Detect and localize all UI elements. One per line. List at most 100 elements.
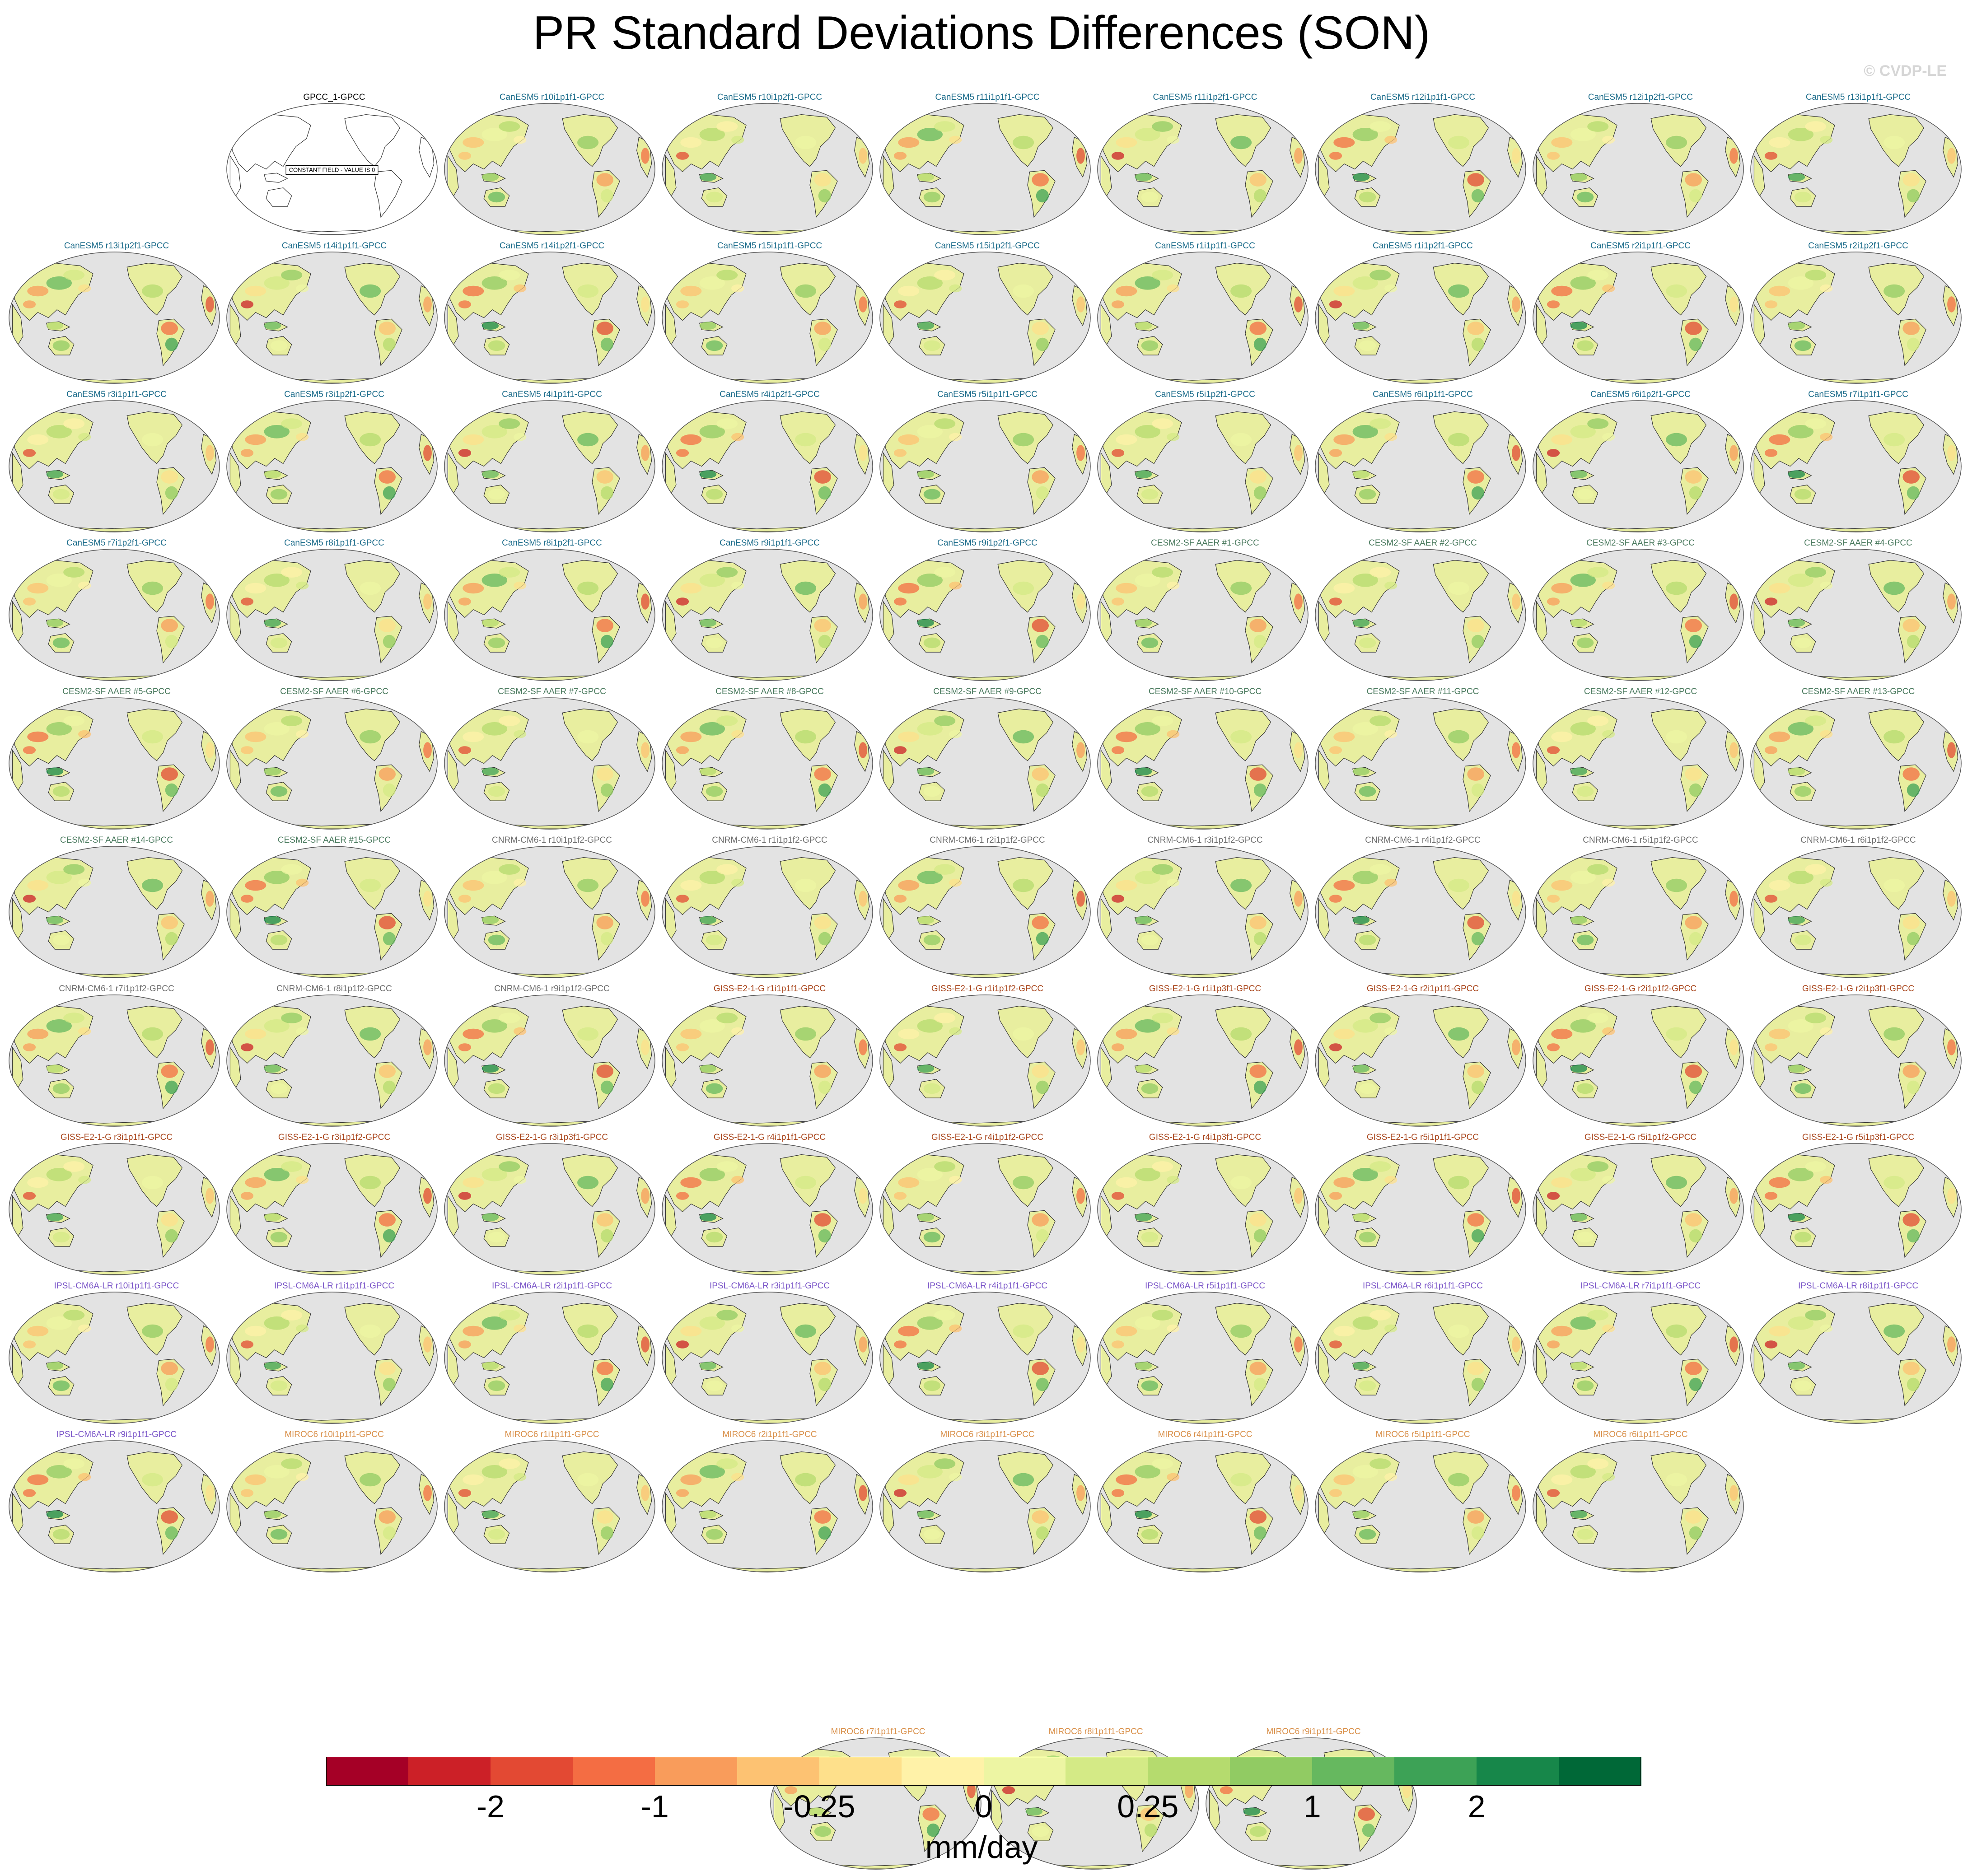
colorbar-tick-label: -1	[640, 1789, 669, 1824]
anomaly-patch	[264, 1510, 281, 1518]
anomaly-patch	[1729, 445, 1738, 461]
anomaly-patch	[481, 1465, 507, 1479]
anomaly-patch	[600, 783, 613, 797]
anomaly-patch	[383, 635, 396, 649]
map-border	[1750, 1292, 1962, 1424]
anomaly-patch	[1116, 285, 1137, 297]
anomaly-patch	[1547, 1192, 1560, 1200]
anomaly-patch	[1764, 1340, 1778, 1349]
panel-title: MIROC6 r1i1p1f1-GPCC	[505, 1430, 599, 1439]
world-map	[1533, 697, 1744, 830]
anomaly-patch	[898, 1028, 920, 1040]
anomaly-patch	[1471, 1526, 1484, 1540]
world-map	[1750, 400, 1962, 532]
anomaly-patch	[1111, 1043, 1125, 1051]
map-panel: CanESM5 r11i1p2f1-GPCC	[1097, 93, 1313, 242]
anomaly-patch	[1570, 1019, 1596, 1033]
panel-title: MIROC6 r7i1p1f1-GPCC	[831, 1727, 925, 1736]
anomaly-patch	[706, 340, 723, 351]
map-panel: GISS-E2-1-G r1i1p3f1-GPCC	[1097, 984, 1313, 1133]
anomaly-patch	[1902, 1213, 1920, 1227]
map-panel: CESM2-SF AAER #3-GPCC	[1532, 538, 1749, 687]
anomaly-patch	[676, 597, 689, 606]
map-border	[1533, 1143, 1744, 1275]
anomaly-patch	[1384, 878, 1397, 887]
anomaly-patch	[481, 619, 499, 627]
anomaly-patch	[917, 767, 935, 775]
anomaly-patch	[699, 1064, 717, 1073]
anomaly-patch	[795, 1473, 817, 1487]
anomaly-patch	[600, 932, 613, 946]
map-border	[444, 994, 655, 1127]
anomaly-patch	[1788, 322, 1805, 330]
world-map	[662, 994, 873, 1127]
anomaly-patch	[161, 767, 178, 781]
anomaly-patch	[1111, 300, 1125, 308]
anomaly-patch	[577, 135, 599, 149]
anomaly-patch	[1230, 581, 1252, 595]
anomaly-patch	[1329, 746, 1342, 754]
anomaly-patch	[458, 746, 472, 754]
anomaly-patch	[1467, 619, 1484, 632]
anomaly-patch	[488, 637, 505, 649]
map-border	[9, 1292, 220, 1424]
panel-title: CanESM5 r13i1p1f1-GPCC	[1805, 93, 1911, 102]
anomaly-patch	[1666, 135, 1687, 149]
anomaly-patch	[423, 445, 432, 461]
anomaly-patch	[423, 1485, 432, 1501]
anomaly-patch	[1805, 418, 1827, 429]
anomaly-patch	[1794, 786, 1812, 797]
anomaly-patch	[296, 1027, 309, 1036]
panel-title: CESM2-SF AAER #7-GPCC	[498, 687, 606, 696]
anomaly-patch	[699, 1465, 725, 1479]
anomaly-patch	[264, 1064, 281, 1073]
anomaly-patch	[716, 270, 738, 280]
anomaly-patch	[1076, 148, 1085, 164]
anomaly-patch	[818, 932, 831, 946]
anomaly-patch	[1329, 1340, 1342, 1349]
anomaly-patch	[23, 597, 36, 606]
anomaly-patch	[165, 1377, 178, 1391]
anomaly-patch	[859, 1188, 867, 1204]
anomaly-patch	[1884, 1324, 1905, 1338]
anomaly-patch	[814, 1826, 832, 1837]
anomaly-patch	[1902, 173, 1920, 187]
anomaly-patch	[814, 1362, 831, 1375]
map-border	[879, 697, 1091, 830]
panel-title: CanESM5 r10i1p2f1-GPCC	[717, 93, 823, 102]
anomaly-patch	[716, 121, 738, 132]
anomaly-patch	[1141, 191, 1159, 203]
anomaly-patch	[458, 300, 472, 308]
anomaly-patch	[423, 742, 432, 758]
map-panel: IPSL-CM6A-LR r1i1p1f1-GPCC	[226, 1281, 443, 1430]
anomaly-patch	[1076, 1485, 1085, 1501]
anomaly-patch	[499, 1013, 520, 1023]
anomaly-patch	[731, 1324, 744, 1333]
anomaly-patch	[1794, 1083, 1812, 1094]
anomaly-patch	[1902, 1064, 1920, 1078]
panel-title: GPCC_1-GPCC	[303, 93, 365, 102]
world-map	[444, 103, 655, 235]
anomaly-patch	[596, 619, 613, 632]
map-border	[662, 549, 873, 681]
anomaly-patch	[859, 1039, 867, 1055]
anomaly-patch	[1570, 1168, 1596, 1181]
anomaly-patch	[1333, 1028, 1355, 1040]
anomaly-patch	[1369, 567, 1391, 578]
anomaly-patch	[1764, 597, 1778, 606]
anomaly-patch	[514, 730, 527, 738]
anomaly-patch	[1729, 1485, 1738, 1501]
anomaly-patch	[1359, 786, 1376, 797]
map-panel: IPSL-CM6A-LR r8i1p1f1-GPCC	[1750, 1281, 1963, 1430]
map-border	[1533, 846, 1744, 978]
world-map	[444, 549, 655, 681]
anomaly-patch	[1116, 731, 1137, 742]
map-border	[879, 252, 1091, 384]
anomaly-patch	[923, 1529, 941, 1540]
panel-title: CESM2-SF AAER #8-GPCC	[715, 687, 824, 696]
anomaly-patch	[706, 1380, 723, 1391]
anomaly-patch	[1587, 418, 1609, 429]
anomaly-patch	[245, 731, 266, 742]
anomaly-patch	[1032, 1826, 1049, 1837]
world-map	[226, 400, 438, 532]
